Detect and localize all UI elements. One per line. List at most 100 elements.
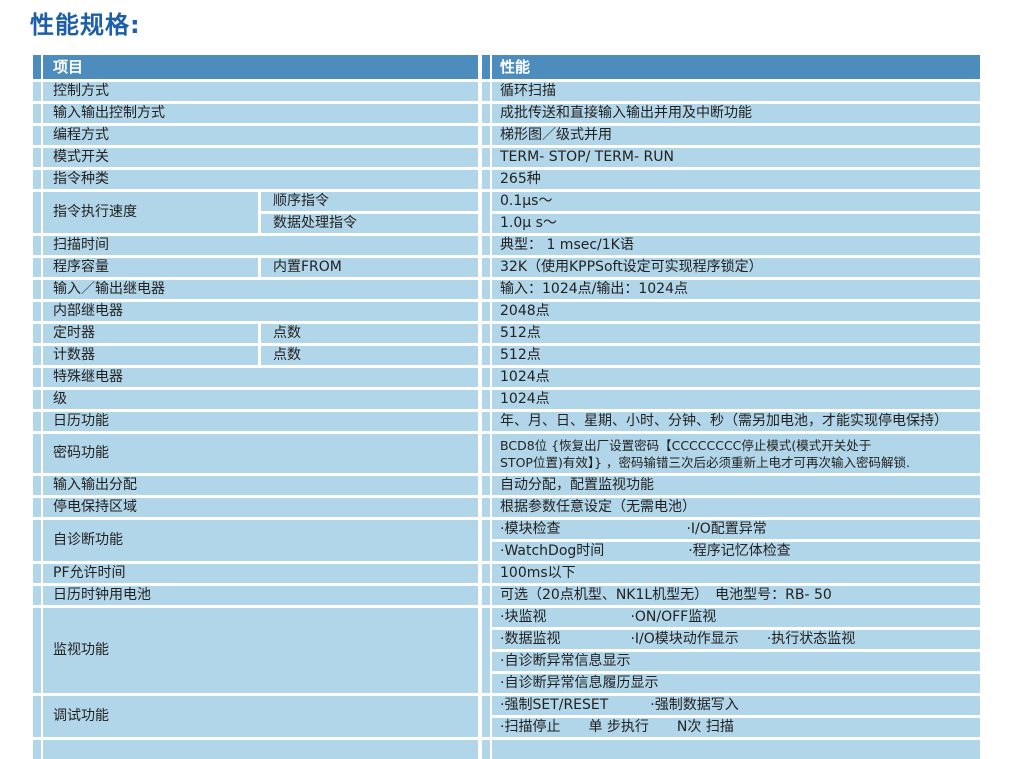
value-cell-wrap: ·块监视 ·ON/OFF监视 ·数据监视 ·I/O模块动作显示 ·执行状态监视 ·自… (492, 608, 980, 693)
item-cell-wrap: 密码功能 (43, 434, 478, 473)
table-header-row: 项目 性能 (33, 55, 980, 79)
right-accent-strip (482, 346, 490, 365)
right-accent-strip (482, 236, 490, 255)
right-accent-strip (482, 608, 490, 693)
value-cell: 年、月、日、星期、小时、分钟、秒（需另加电池，才能实现停电保持） (492, 412, 980, 431)
value-cell-wrap: 梯形图／级式并用 (492, 126, 980, 145)
item-label: 输入输出分配 (43, 476, 478, 495)
right-accent-strip (482, 434, 490, 473)
value-cell-wrap: 自动分配，配置监视功能 (492, 476, 980, 495)
value-cell: ·扫描停止 单 步执行 N次 扫描 (492, 718, 980, 737)
item-label: 停电保持区域 (43, 498, 478, 517)
item-label: 监视功能 (43, 608, 478, 693)
value-cell: 100ms以下 (492, 564, 980, 583)
item-cell-wrap: 输入／输出继电器 (43, 280, 478, 299)
item-cell-wrap: 定时器 点数 (43, 324, 478, 343)
value-cell-wrap: 1024点 (492, 390, 980, 409)
value-cell-wrap: 0.1μs～ 1.0μ s～ (492, 192, 980, 233)
right-accent-strip (482, 126, 490, 145)
left-accent-strip (33, 434, 41, 473)
item-label: PF允许时间 (43, 564, 478, 583)
right-accent-strip (482, 368, 490, 387)
item-label: 定时器 (43, 324, 258, 343)
value-cell: 265种 (492, 170, 980, 189)
item-cell-wrap (43, 740, 478, 759)
item-label: 日历功能 (43, 412, 478, 431)
item-label: 模式开关 (43, 148, 478, 167)
item-cell-wrap: 控制方式 (43, 82, 478, 101)
value-cell-wrap: 输入：1024点/输出：1024点 (492, 280, 980, 299)
left-accent-strip (33, 55, 41, 79)
table-row: 模式开关 TERM- STOP/ TERM- RUN (33, 148, 980, 167)
spec-table: 项目 性能 控制方式 循环扫描 输入输出控制方式 成批传送和直接输入输出并用及中断功能 编程… (33, 55, 980, 759)
value-cell-wrap: 1024点 (492, 368, 980, 387)
sub-item-label: 数据处理指令 (261, 214, 478, 233)
item-cell-wrap: 特殊继电器 (43, 368, 478, 387)
value-cell-wrap: 2048点 (492, 302, 980, 321)
table-row: 调试功能 ·强制SET/RESET ·强制数据写入 ·扫描停止 单 步执行 N次 扫… (33, 696, 980, 737)
item-cell-wrap: 模式开关 (43, 148, 478, 167)
left-accent-strip (33, 302, 41, 321)
item-cell-wrap: 调试功能 (43, 696, 478, 737)
sub-column: 顺序指令 数据处理指令 (261, 192, 478, 233)
right-accent-strip (482, 520, 490, 561)
table-row: 计数器 点数 512点 (33, 346, 980, 365)
value-cell: 梯形图／级式并用 (492, 126, 980, 145)
value-cell: ·块监视 ·ON/OFF监视 (492, 608, 980, 627)
value-cell: 根据参数任意设定（无需电池） (492, 498, 980, 517)
left-accent-strip (33, 564, 41, 583)
page-title: 性能规格: (30, 11, 141, 39)
value-cell-wrap: 265种 (492, 170, 980, 189)
value-cell-wrap: 成批传送和直接输入输出并用及中断功能 (492, 104, 980, 123)
left-accent-strip (33, 324, 41, 343)
left-accent-strip (33, 608, 41, 693)
value-cell-wrap (492, 740, 980, 759)
value-cell: 512点 (492, 324, 980, 343)
value-cell-wrap: 循环扫描 (492, 82, 980, 101)
column-header-performance: 性能 (492, 55, 980, 79)
value-cell: 自动分配，配置监视功能 (492, 476, 980, 495)
value-cell: ·WatchDog时间 ·程序记忆体检查 (492, 542, 980, 561)
item-cell-wrap: 级 (43, 390, 478, 409)
item-label: 日历时钟用电池 (43, 586, 478, 605)
value-cell-wrap: 512点 (492, 346, 980, 365)
left-accent-strip (33, 148, 41, 167)
value-cell: ·强制SET/RESET ·强制数据写入 (492, 696, 980, 715)
table-row: 内部继电器 2048点 (33, 302, 980, 321)
item-label: 扫描时间 (43, 236, 478, 255)
right-accent-strip (482, 82, 490, 101)
right-accent-strip (482, 324, 490, 343)
value-cell: BCD8位 {恢复出厂设置密码【CCCCCCCC停止模式(模式开关处于 STOP位… (492, 434, 980, 473)
item-cell-wrap: 编程方式 (43, 126, 478, 145)
left-accent-strip (33, 476, 41, 495)
value-cell: 32K（使用KPPSoft设定可实现程序锁定） (492, 258, 980, 277)
left-accent-strip (33, 586, 41, 605)
header-item-cell-wrap: 项目 (43, 55, 478, 79)
item-cell-wrap: 日历时钟用电池 (43, 586, 478, 605)
left-accent-strip (33, 280, 41, 299)
value-cell: ·数据监视 ·I/O模块动作显示 ·执行状态监视 (492, 630, 980, 649)
right-accent-strip (482, 476, 490, 495)
sub-item-label: 点数 (261, 324, 478, 343)
right-accent-strip (482, 498, 490, 517)
value-cell: TERM- STOP/ TERM- RUN (492, 148, 980, 167)
value-cell-wrap: 年、月、日、星期、小时、分钟、秒（需另加电池，才能实现停电保持） (492, 412, 980, 431)
table-row: 密码功能 BCD8位 {恢复出厂设置密码【CCCCCCCC停止模式(模式开关处于 S… (33, 434, 980, 473)
table-row: 程序容量 内置FROM 32K（使用KPPSoft设定可实现程序锁定） (33, 258, 980, 277)
value-cell: 循环扫描 (492, 82, 980, 101)
left-accent-strip (33, 520, 41, 561)
value-cell-wrap: ·强制SET/RESET ·强制数据写入 ·扫描停止 单 步执行 N次 扫描 (492, 696, 980, 737)
left-accent-strip (33, 346, 41, 365)
value-cell: ·自诊断异常信息履历显示 (492, 674, 980, 693)
value-cell-wrap: 可选（20点机型、NK1L机型无） 电池型号：RB- 50 (492, 586, 980, 605)
value-cell: ·自诊断异常信息显示 (492, 652, 980, 671)
item-cell-wrap: PF允许时间 (43, 564, 478, 583)
value-cell: 成批传送和直接输入输出并用及中断功能 (492, 104, 980, 123)
left-accent-strip (33, 192, 41, 233)
table-row: 输入输出分配 自动分配，配置监视功能 (33, 476, 980, 495)
right-accent-strip (482, 412, 490, 431)
value-cell: 1024点 (492, 368, 980, 387)
item-label: 指令种类 (43, 170, 478, 189)
item-cell-wrap: 指令执行速度 顺序指令 数据处理指令 (43, 192, 478, 233)
right-accent-strip (482, 170, 490, 189)
